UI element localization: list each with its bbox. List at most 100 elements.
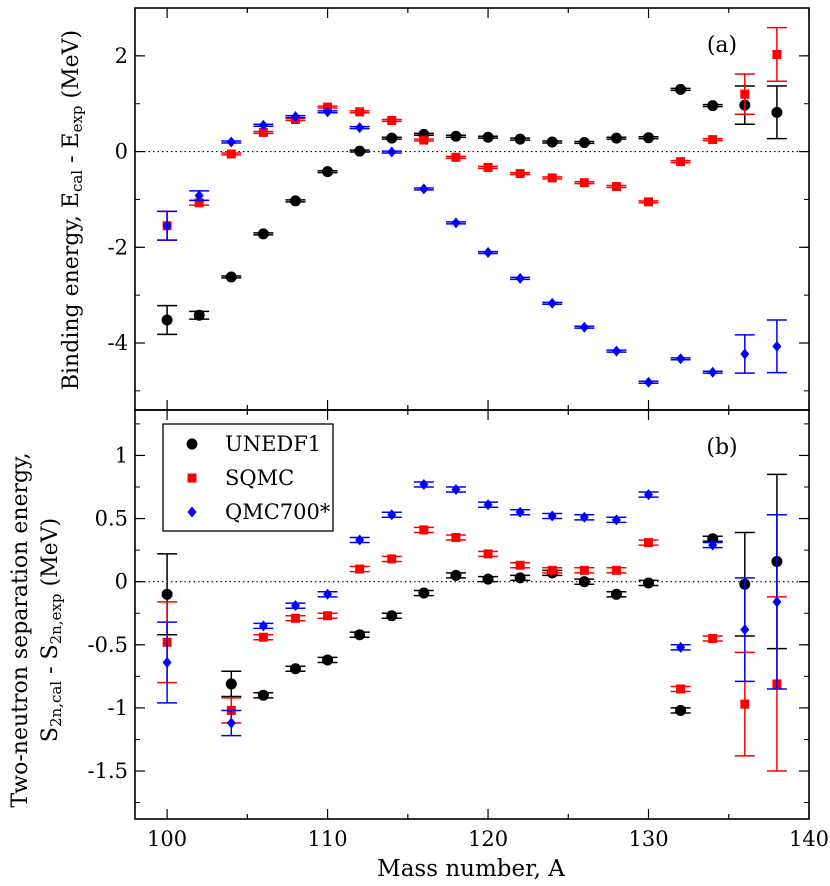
panel-a-sqmc-point [676, 157, 686, 167]
panel-b-qmc700-point [579, 511, 589, 523]
panel-b-qmc700-point [451, 484, 461, 496]
panel-b-sqmc-point [740, 699, 750, 709]
panel-b-sqmc-point [611, 565, 621, 575]
panel-a-ytick-label: 2 [115, 44, 128, 68]
panel-a-sqmc-point [740, 89, 750, 99]
panel-a-qmc700-point [644, 376, 654, 388]
panel-a-unedf1-point [257, 228, 269, 240]
panel-a-qmc700-point [772, 340, 782, 352]
panel-b-ytick-label: 0 [115, 570, 128, 594]
panel-b-sqmc-point [515, 560, 525, 570]
panel-b-sqmc-point [419, 525, 429, 535]
panel-a-sqmc-point [772, 49, 782, 59]
panel-a-qmc700-point [708, 366, 718, 378]
panel-b-unedf1-point [161, 588, 173, 600]
panel-b-qmc700-point [162, 656, 172, 668]
panel-a-qmc700-point [676, 353, 686, 365]
panel-a-ylabel-mid: - E [59, 132, 84, 169]
panel-b-qmc700-point [740, 624, 750, 636]
panel-a-unedf1-point [514, 133, 526, 145]
panel-b-qmc700-point [547, 510, 557, 522]
panel-b-sqmc-point [323, 611, 333, 621]
panel-a-unedf1-point [707, 100, 719, 112]
panel-b-unedf1-point [257, 689, 269, 701]
panel-b-qmc700-point [676, 641, 686, 653]
panel-b-sqmc-point [355, 564, 365, 574]
panel-b-unedf1-point [418, 587, 430, 599]
panel-a-unedf1-point [161, 314, 173, 326]
panel-b-unedf1-point [386, 610, 398, 622]
panel-b-sqmc-point [483, 549, 493, 559]
panel-a-unedf1-point [386, 132, 398, 144]
panel-b-unedf1-point [707, 533, 719, 545]
panel-a-sqmc-point [419, 135, 429, 145]
panel-a-frame [134, 7, 810, 411]
panel-a-qmc700-point [579, 321, 589, 333]
x-tick-label: 110 [308, 827, 348, 851]
panel-a-sqmc-point [451, 152, 461, 162]
panel-b-ytick-label: -0.5 [88, 633, 129, 657]
panel-a-qmc700-point [515, 272, 525, 284]
panel-b-qmc700-point [611, 514, 621, 526]
panel-a-qmc700-point [194, 190, 204, 202]
panel-b-panel-label: (b) [706, 435, 737, 460]
panel-b-ylabel-line1: Two-neutron separation energy, [8, 452, 33, 807]
legend-marker [187, 473, 197, 483]
panel-a: -4 -2 0 2 (a) [108, 7, 810, 411]
panel-a-ylabel-unit: (MeV) [59, 30, 84, 106]
panel-a-qmc700-point [387, 146, 397, 158]
panel-a-qmc700-point [226, 136, 236, 148]
panel-b-ytick-label: 1 [115, 443, 128, 467]
x-tick-label: 100 [147, 827, 187, 851]
panel-a-sqmc-point [483, 162, 493, 172]
panel-a-sqmc-point [515, 169, 525, 179]
panel-b-qmc700-point [483, 499, 493, 511]
panel-b-sqmc-point [579, 565, 589, 575]
panel-b-qmc700-point [290, 600, 300, 612]
panel-b-unedf1-point [514, 572, 526, 584]
panel-a-ytick-label: -4 [108, 331, 128, 355]
panel-b-qmc700-point [226, 717, 236, 729]
panel-a-unedf1-point [322, 166, 334, 178]
panel-b-sqmc-point [451, 532, 461, 542]
panel-b-sqmc-point [258, 632, 268, 642]
panel-a-qmc700-point [355, 122, 365, 134]
panel-b-qmc700-point [419, 478, 429, 490]
x-tick-label: 140 [789, 827, 829, 851]
panel-b-qmc700-point [515, 506, 525, 518]
panel-a-unedf1-point [289, 195, 301, 207]
panel-b-sqmc-point [708, 633, 718, 643]
panel-b-qmc700-point [355, 534, 365, 546]
panel-b-qmc700-point [258, 620, 268, 632]
panel-b-qmc700-point [772, 596, 782, 608]
panel-b-ylabel-line2: S2n,cal - S2n,exp (MeV) [38, 518, 65, 742]
panel-a-qmc700-point [290, 111, 300, 123]
panel-a-unedf1-point [482, 131, 494, 143]
panel-b-qmc700-point [708, 539, 718, 551]
panel-a-unedf1-point [643, 132, 655, 144]
panel-a-panel-label: (a) [707, 33, 737, 58]
panel-b-ylabel-unit: (MeV) [38, 518, 63, 594]
panel-a-sqmc-point [579, 178, 589, 188]
x-axis-label: Mass number, A [377, 856, 565, 882]
panel-a-sqmc-point [611, 182, 621, 192]
panel-b-qmc700-point [387, 509, 397, 521]
legend: UNEDF1 SQMC QMC700* [162, 423, 334, 532]
panel-a-qmc700-point [323, 106, 333, 118]
panel-b-sqmc-point [387, 554, 397, 564]
panel-a-ylabel: Binding energy, Ecal - Eexp (MeV) [59, 30, 86, 390]
panel-b-ylabel-b: - S [38, 644, 63, 681]
panel-b-qmc700-point [323, 588, 333, 600]
panel-b-frame [134, 409, 810, 820]
panel-b-unedf1-point [289, 663, 301, 675]
panel-a-sqmc-point [194, 198, 204, 208]
panel-a-sqmc-point [387, 115, 397, 125]
panel-b-unedf1-point [354, 629, 366, 641]
panel-b-unedf1-point [322, 654, 334, 666]
panel-b-ytick-label: -1 [108, 696, 128, 720]
panel-a-qmc700-point [611, 345, 621, 357]
x-tick-label: 130 [628, 827, 668, 851]
panel-a-sqmc-point [644, 197, 654, 207]
legend-label: QMC700* [225, 500, 331, 524]
